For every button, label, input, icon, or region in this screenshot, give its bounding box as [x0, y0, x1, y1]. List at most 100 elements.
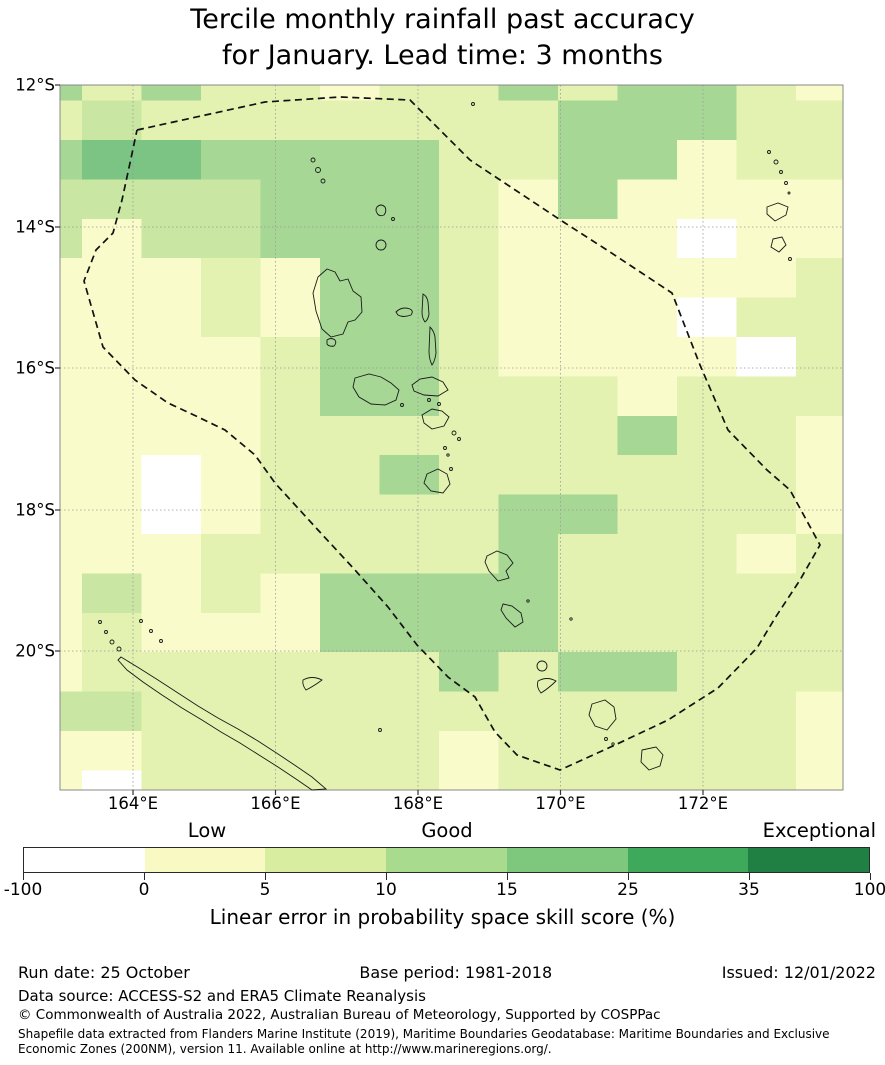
map-cell	[260, 376, 320, 416]
map-cell	[260, 770, 320, 790]
map-cell	[141, 100, 201, 140]
map-cell	[82, 770, 142, 790]
map-cell	[82, 140, 142, 180]
map-cell	[320, 297, 380, 337]
map-cell	[439, 494, 499, 534]
map-cell	[141, 455, 201, 495]
map-cell	[141, 415, 201, 456]
colorbar-tick-mark	[628, 873, 630, 880]
map-cell	[617, 612, 677, 653]
map-cell	[677, 573, 737, 613]
colorbar-tick-label-10: 10	[375, 880, 397, 900]
map-cell	[82, 573, 142, 613]
map-cell	[82, 100, 142, 140]
map-cell	[201, 337, 261, 377]
map-cell	[677, 218, 737, 259]
map-cell	[320, 179, 380, 219]
run-date-text: Run date: 25 October	[18, 963, 190, 982]
shapefile-note-line1: Shapefile data extracted from Flanders M…	[18, 1027, 830, 1041]
map-cell	[260, 691, 320, 731]
map-cell	[439, 573, 499, 613]
map-cell	[617, 337, 677, 377]
map-cell	[201, 652, 261, 692]
map-cell	[320, 573, 380, 613]
map-cell	[617, 770, 677, 790]
y-tick-label-14S: 14°S	[15, 217, 55, 237]
axis-tick-marks	[55, 84, 704, 795]
map-cell	[60, 85, 82, 101]
map-cell	[320, 100, 380, 140]
map-cell	[677, 376, 737, 416]
map-cell	[141, 337, 201, 377]
y-tick-label-12S: 12°S	[15, 75, 55, 95]
map-cell	[736, 376, 796, 416]
map-cell	[736, 770, 796, 790]
map-cell	[201, 100, 261, 140]
map-cell	[677, 140, 737, 180]
map-cell	[558, 100, 618, 140]
map-cell	[617, 258, 677, 298]
map-cell	[379, 612, 439, 653]
map-cell	[379, 455, 439, 495]
map-cell	[141, 573, 201, 613]
map-cell	[379, 494, 439, 534]
map-canvas	[55, 84, 844, 795]
map-cell	[617, 494, 677, 534]
map-cell	[201, 691, 261, 731]
shapefile-note-text: Shapefile data extracted from Flanders M…	[18, 1027, 830, 1057]
y-tick-label-18S: 18°S	[15, 500, 55, 520]
map-cell	[379, 258, 439, 298]
map-cell	[141, 297, 201, 337]
map-cell	[379, 100, 439, 140]
map-cell	[677, 179, 737, 219]
map-cell	[617, 415, 677, 456]
map-cell	[141, 179, 201, 219]
map-cell	[736, 179, 796, 219]
colorbar-tick-label-5: 5	[259, 880, 271, 900]
map-cell	[260, 179, 320, 219]
map-cell	[796, 140, 843, 180]
map-cell	[736, 140, 796, 180]
map-cell	[201, 258, 261, 298]
map-cell	[677, 297, 737, 337]
map-cell	[796, 652, 843, 692]
map-cell	[796, 100, 843, 140]
colorbar-segment-5	[627, 848, 749, 872]
map-cell	[379, 337, 439, 377]
map-cell	[260, 218, 320, 259]
map-cell	[82, 415, 142, 456]
map-cell	[677, 455, 737, 495]
map-cell	[141, 494, 201, 534]
map-cell	[379, 770, 439, 790]
map-cell	[320, 652, 380, 692]
map-cell	[60, 297, 82, 337]
map-cell	[260, 534, 320, 574]
map-cell	[796, 770, 843, 790]
map-cell	[379, 652, 439, 692]
map-cell	[439, 297, 499, 337]
map-cell	[558, 179, 618, 219]
map-cell	[260, 415, 320, 456]
map-cell	[736, 218, 796, 259]
map-cell	[736, 415, 796, 456]
map-cell	[498, 258, 558, 298]
colorbar-segment-4	[506, 848, 628, 872]
issued-date-text: Issued: 12/01/2022	[721, 963, 876, 982]
map-cell	[558, 85, 618, 101]
map-cell	[379, 85, 439, 101]
colorbar-tick-mark	[507, 873, 509, 880]
map-cell	[558, 573, 618, 613]
map-cell	[82, 731, 142, 771]
map-cell	[379, 691, 439, 731]
map-cell	[617, 691, 677, 731]
map-cell	[558, 731, 618, 771]
map-cell	[677, 337, 737, 377]
map-cell	[498, 455, 558, 495]
map-cell	[677, 494, 737, 534]
map-cell	[60, 337, 82, 377]
map-cell	[498, 140, 558, 180]
x-tick-label-170E: 170°E	[535, 794, 586, 813]
map-cell	[82, 534, 142, 574]
map-cell	[736, 691, 796, 731]
island-coastlines	[98, 102, 792, 791]
